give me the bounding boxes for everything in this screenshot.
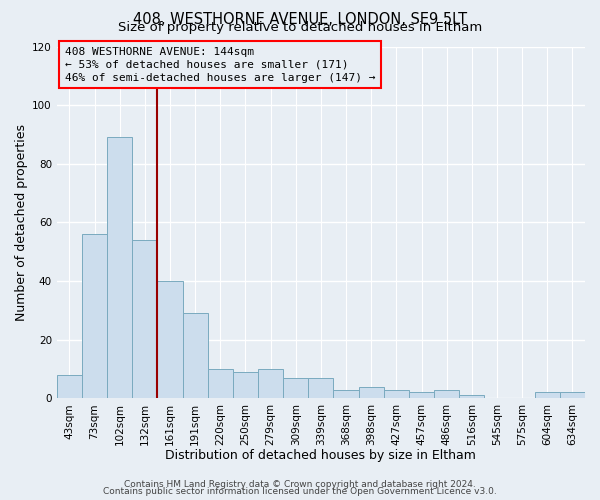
X-axis label: Distribution of detached houses by size in Eltham: Distribution of detached houses by size … xyxy=(166,450,476,462)
Bar xyxy=(258,369,283,398)
Bar xyxy=(359,386,384,398)
Y-axis label: Number of detached properties: Number of detached properties xyxy=(15,124,28,321)
Bar xyxy=(107,138,132,398)
Text: 408 WESTHORNE AVENUE: 144sqm
← 53% of detached houses are smaller (171)
46% of s: 408 WESTHORNE AVENUE: 144sqm ← 53% of de… xyxy=(65,46,375,83)
Bar xyxy=(459,396,484,398)
Bar xyxy=(384,390,409,398)
Bar xyxy=(57,375,82,398)
Text: 408, WESTHORNE AVENUE, LONDON, SE9 5LT: 408, WESTHORNE AVENUE, LONDON, SE9 5LT xyxy=(133,12,467,26)
Bar xyxy=(132,240,157,398)
Bar xyxy=(82,234,107,398)
Bar xyxy=(233,372,258,398)
Bar xyxy=(560,392,585,398)
Bar xyxy=(208,369,233,398)
Bar xyxy=(182,314,208,398)
Text: Contains public sector information licensed under the Open Government Licence v3: Contains public sector information licen… xyxy=(103,487,497,496)
Text: Size of property relative to detached houses in Eltham: Size of property relative to detached ho… xyxy=(118,22,482,35)
Bar xyxy=(283,378,308,398)
Text: Contains HM Land Registry data © Crown copyright and database right 2024.: Contains HM Land Registry data © Crown c… xyxy=(124,480,476,489)
Bar xyxy=(308,378,334,398)
Bar xyxy=(434,390,459,398)
Bar xyxy=(157,281,182,398)
Bar xyxy=(334,390,359,398)
Bar xyxy=(535,392,560,398)
Bar xyxy=(409,392,434,398)
